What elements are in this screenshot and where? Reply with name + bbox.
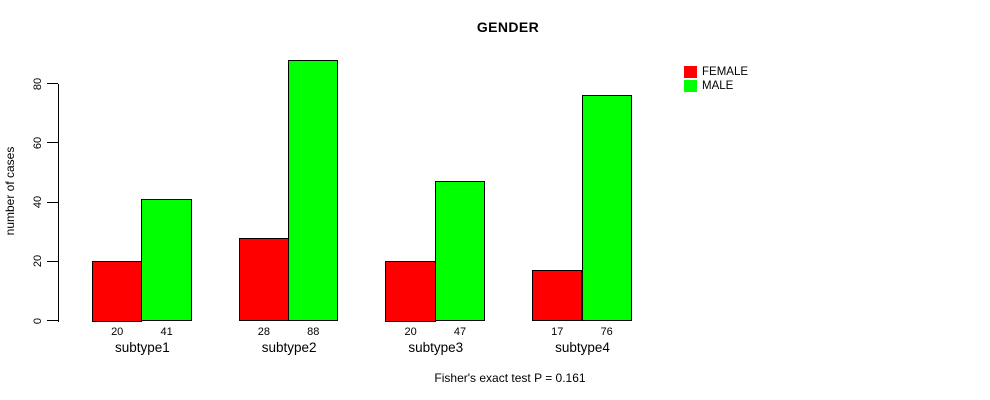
y-tick-label: 80	[32, 77, 44, 90]
y-axis-tick	[47, 201, 58, 203]
y-axis-tick	[47, 320, 58, 321]
bar-value-label: 41	[160, 326, 173, 338]
bar-value-label: 76	[600, 326, 613, 338]
bar-value-label: 20	[404, 326, 417, 338]
legend-swatch-male	[684, 80, 697, 92]
bar-value-label: 28	[257, 326, 271, 338]
legend-item-female: FEMALE	[684, 65, 748, 79]
y-tick-label: 40	[32, 195, 44, 209]
y-axis-line	[58, 83, 59, 322]
bar-female-subtype2	[238, 237, 290, 322]
annotation-text: Fisher's exact test P = 0.161	[434, 371, 586, 385]
x-category-label: subtype3	[408, 340, 464, 355]
x-category-label: subtype2	[261, 340, 317, 355]
y-axis-label: number of cases	[3, 146, 17, 236]
bar-female-subtype1	[92, 261, 143, 322]
legend-item-male: MALE	[684, 79, 748, 93]
y-tick-label: 0	[32, 317, 44, 324]
y-tick-label: 60	[32, 136, 44, 149]
bar-male-subtype2	[288, 59, 339, 322]
bar-male-subtype4	[581, 95, 632, 322]
bar-male-subtype3	[434, 181, 486, 322]
y-tick-label: 20	[32, 255, 44, 268]
bar-male-subtype1	[141, 199, 192, 322]
y-axis-tick	[47, 83, 58, 84]
bar-female-subtype3	[385, 261, 436, 322]
legend-swatch-female	[684, 66, 697, 78]
x-category-label: subtype4	[555, 340, 610, 355]
y-axis-tick	[47, 260, 58, 262]
bar-female-subtype4	[532, 270, 583, 322]
y-axis-tick	[47, 142, 58, 144]
x-category-label: subtype1	[114, 340, 170, 355]
bar-value-label: 47	[453, 326, 467, 338]
bar-value-label: 17	[551, 326, 564, 338]
legend: FEMALE MALE	[684, 65, 748, 93]
legend-label: FEMALE	[702, 66, 749, 78]
chart-title: GENDER	[476, 19, 540, 35]
legend-label: MALE	[702, 80, 734, 92]
bar-value-label: 20	[111, 326, 124, 338]
bar-value-label: 88	[307, 326, 320, 338]
